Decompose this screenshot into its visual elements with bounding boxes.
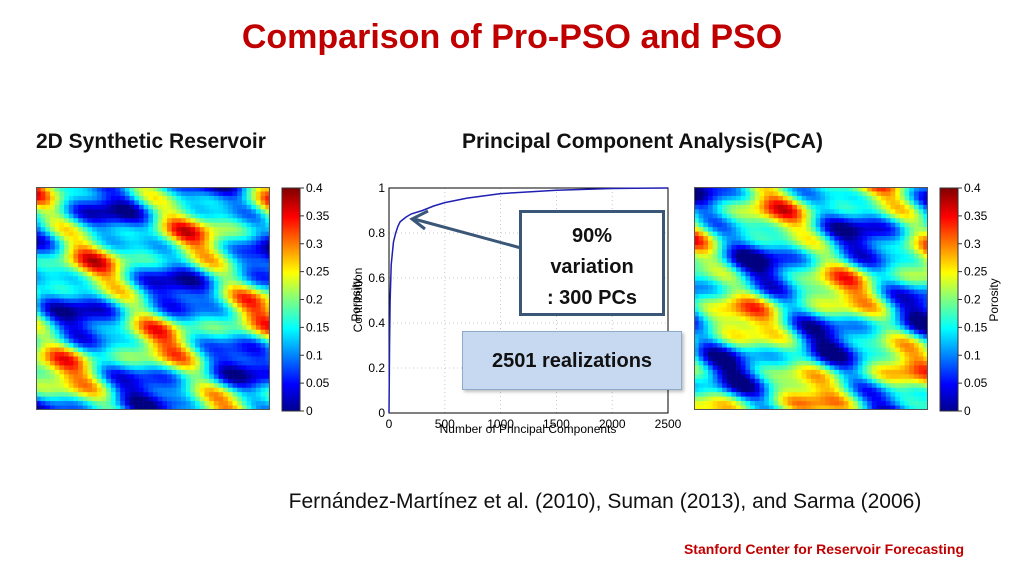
variation-callout: 90% variation : 300 PCs (519, 210, 665, 316)
colorbar-left-label: Porosity (349, 278, 363, 321)
x-tick-labels: 0 500 1000 1500 2000 2500 (386, 417, 682, 431)
colorbar-left-tick: 0.15 (306, 320, 330, 334)
colorbar-right: 0.4 0.35 0.3 0.25 0.2 0.15 0.1 0.05 0 Porosity (939, 181, 1001, 418)
colorbar-left-tick: 0.2 (306, 293, 323, 307)
x-tick-label: 0 (386, 417, 393, 431)
colorbar-left-gradient (281, 187, 301, 412)
colorbar-right-label: Porosity (987, 278, 1001, 321)
x-tick-label: 1000 (487, 417, 514, 431)
colorbar-right-tick: 0.4 (964, 181, 981, 195)
arrowhead-icon (409, 209, 429, 231)
colorbar-right-tick: 0.05 (964, 376, 988, 390)
colorbar-right-tick: 0.25 (964, 265, 988, 279)
x-tick-label: 2000 (599, 417, 626, 431)
colorbar-left-tick: 0 (306, 404, 313, 418)
colorbar-left-tick: 0.25 (306, 265, 330, 279)
realizations-callout: 2501 realizations (462, 331, 682, 390)
y-tick-label: 0 (378, 406, 385, 420)
y-axis-label: Contribution (351, 268, 365, 333)
left-heading: 2D Synthetic Reservoir (36, 130, 266, 153)
callout-arrow (409, 209, 522, 250)
y-tick-labels: 0 0.2 0.4 0.6 0.8 1 (368, 181, 385, 420)
colorbar-left-tick: 0.3 (306, 237, 323, 251)
x-tick-label: 1500 (543, 417, 570, 431)
citation: Fernández-Martínez et al. (2010), Suman … (288, 490, 922, 513)
porosity-map-right (694, 187, 928, 410)
colorbar-right-gradient (939, 187, 959, 412)
colorbar-right-tick: 0 (964, 404, 971, 418)
colorbar-right-tick: 0.35 (964, 209, 988, 223)
slide-title: Comparison of Pro-PSO and PSO (241, 18, 783, 56)
x-axis-label: Number of Principal Components (440, 422, 617, 436)
footer-text: Stanford Center for Reservoir Forecastin… (683, 541, 964, 557)
colorbar-right-tick: 0.15 (964, 320, 988, 334)
porosity-map-left-cells (36, 187, 270, 410)
colorbar-right-tick: 0.2 (964, 293, 981, 307)
y-tick-label: 0.2 (368, 361, 385, 375)
y-tick-label: 0.4 (368, 316, 385, 330)
chart-plot-area (388, 187, 669, 414)
colorbar-left-tick: 0.05 (306, 376, 330, 390)
colorbar-right-tick: 0.3 (964, 237, 981, 251)
x-tick-label: 500 (435, 417, 455, 431)
variation-callout-line2: variation (550, 256, 634, 278)
porosity-map-left (36, 187, 270, 410)
colorbar-left-tick: 0.35 (306, 209, 330, 223)
porosity-map-right-cells (694, 187, 928, 410)
colorbar-left-tick: 0.4 (306, 181, 323, 195)
right-heading: Principal Component Analysis(PCA) (462, 130, 823, 153)
y-tick-label: 1 (378, 181, 385, 195)
series-line-contribution (388, 187, 669, 414)
colorbar-right-tick: 0.1 (964, 348, 981, 362)
y-tick-label: 0.6 (368, 271, 385, 285)
x-tick-label: 2500 (655, 417, 682, 431)
colorbar-left: 0.4 0.35 0.3 0.25 0.2 0.15 0.1 0.05 0 Porosity (281, 181, 363, 418)
variation-callout-line1: 90% (571, 225, 613, 247)
colorbar-left-tick: 0.1 (306, 348, 323, 362)
y-tick-label: 0.8 (368, 226, 385, 240)
variation-callout-line3: : 300 PCs (546, 287, 638, 309)
